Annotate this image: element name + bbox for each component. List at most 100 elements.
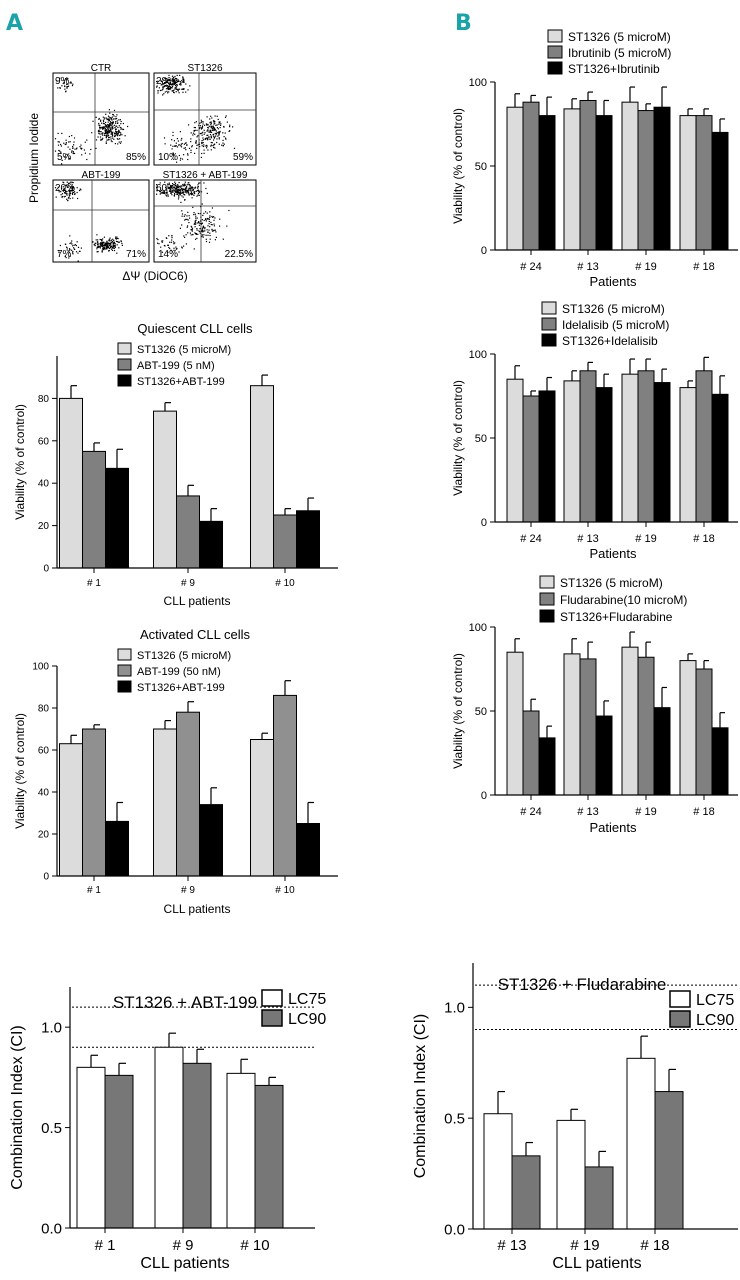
chart-activated: Activated CLL cells # 1 # 9 # 10 0 20 40 60 80 10… xyxy=(13,627,338,916)
chart-ci_flu: ST1326 + Fludarabine # 13 # 19 # 18 0.0 0.5 1.… xyxy=(412,963,738,1272)
y-tick-label: 1.0 xyxy=(41,1019,62,1036)
x-tick-label: # 13 xyxy=(577,533,598,545)
chart-title: ST1326 + Fludarabine xyxy=(498,975,667,994)
bar-ibrutinib-2-1 xyxy=(522,101,540,251)
bar-idelalisib-1-1 xyxy=(506,378,524,523)
bar-fludarabine-2-4 xyxy=(695,668,713,796)
bar-activated-1-3 xyxy=(250,739,274,877)
bar-fludarabine-2-1 xyxy=(522,710,540,796)
bar-ci_abt-2-3 xyxy=(254,1084,284,1229)
bar-fludarabine-1-4 xyxy=(679,660,697,796)
x-tick-label: # 13 xyxy=(577,806,598,818)
flow-plot-title: ST1326 xyxy=(187,63,222,74)
bar-fludarabine-2-3 xyxy=(637,656,655,796)
y-tick-label: 40 xyxy=(38,788,50,799)
legend-label: ST1326 (5 microM) xyxy=(560,576,663,590)
flow-quadrant-lower-left: 5% xyxy=(57,152,72,163)
bar-ci_abt-1-3 xyxy=(226,1072,256,1229)
legend-swatch xyxy=(117,342,132,355)
y-tick-label: 100 xyxy=(469,77,487,89)
y-tick-label: 100 xyxy=(469,349,487,361)
bar-idelalisib-2-1 xyxy=(522,395,540,523)
x-axis-label: CLL patients xyxy=(164,902,231,916)
legend-label: Fludarabine(10 microM) xyxy=(560,593,687,607)
legend-swatch xyxy=(547,29,563,43)
bar-ibrutinib-1-1 xyxy=(506,106,524,251)
bar-quiescent-2-2 xyxy=(176,495,200,569)
bar-idelalisib-2-2 xyxy=(579,370,597,523)
chart-title: Activated CLL cells xyxy=(140,627,251,642)
chart-idelalisib: # 24 # 13 # 19 # 18 0 50 100 Patients Viability … xyxy=(451,301,738,561)
flow-plot-3: ABT-199 20% 7% 71% xyxy=(52,170,150,263)
chart-fludarabine: # 24 # 13 # 19 # 18 0 50 100 Patients Viability … xyxy=(451,575,738,835)
legend-label: ST1326+Ibrutinib xyxy=(568,62,660,76)
y-axis-label: Viability (% of control) xyxy=(13,713,27,829)
legend-swatch xyxy=(541,333,557,347)
bar-fludarabine-3-1 xyxy=(538,737,556,796)
y-tick-label: 0 xyxy=(481,245,487,257)
legend-label: ABT-199 (50 nM) xyxy=(137,666,221,678)
y-tick-label: 60 xyxy=(38,436,50,447)
flow-quadrant-upper-left: 60% xyxy=(156,183,176,194)
flow-quadrant-lower-right: 59% xyxy=(233,152,253,163)
bar-ibrutinib-1-4 xyxy=(679,115,697,251)
flow-quadrant-lower-left: 10% xyxy=(158,152,178,163)
x-axis-label: Patients xyxy=(590,820,637,835)
flow-quadrant-lower-right: 71% xyxy=(126,249,146,260)
bar-ibrutinib-1-3 xyxy=(621,101,639,251)
legend-label: ST1326+ABT-199 xyxy=(137,682,225,694)
bar-quiescent-3-1 xyxy=(105,467,129,569)
y-tick-label: 20 xyxy=(38,521,50,532)
y-axis-label: Viability (% of control) xyxy=(451,380,465,496)
bar-activated-3-2 xyxy=(199,804,223,877)
bar-fludarabine-3-3 xyxy=(653,707,671,796)
flow-quadrant-lower-left: 14% xyxy=(158,249,178,260)
bar-ibrutinib-2-2 xyxy=(579,99,597,251)
legend-swatch xyxy=(261,989,283,1007)
y-tick-label: 20 xyxy=(38,830,50,841)
x-tick-label: # 18 xyxy=(693,533,714,545)
bar-ibrutinib-2-4 xyxy=(695,115,713,251)
y-tick-label: 80 xyxy=(38,704,50,715)
y-tick-label: 0.0 xyxy=(41,1220,62,1237)
bar-activated-1-2 xyxy=(153,728,177,877)
x-tick-label: # 19 xyxy=(635,261,656,273)
x-axis-label: CLL patients xyxy=(552,1255,641,1272)
legend-swatch xyxy=(117,648,132,661)
bar-fludarabine-2-2 xyxy=(579,658,597,796)
y-axis-label: Viability (% of control) xyxy=(13,404,27,520)
bar-fludarabine-3-4 xyxy=(711,727,729,796)
bar-quiescent-2-3 xyxy=(273,514,297,569)
x-tick-label: # 1 xyxy=(87,885,101,896)
bar-ibrutinib-3-3 xyxy=(653,106,671,251)
flow-dots xyxy=(156,181,230,253)
legend-swatch xyxy=(541,317,557,331)
legend-label: LC75 xyxy=(696,992,734,1009)
bar-ci_abt-2-1 xyxy=(104,1074,134,1229)
y-tick-label: 1.0 xyxy=(444,1000,465,1017)
x-axis-label: CLL patients xyxy=(140,1255,229,1272)
legend-label: LC90 xyxy=(288,1011,326,1028)
legend-swatch xyxy=(541,301,557,315)
bar-ci_flu-1-2 xyxy=(556,1119,586,1230)
x-tick-label: # 10 xyxy=(275,578,295,589)
bar-ibrutinib-3-2 xyxy=(595,115,613,251)
legend-swatch xyxy=(669,990,691,1008)
x-tick-label: # 18 xyxy=(640,1237,669,1254)
flow-plot-title: ST1326 + ABT-199 xyxy=(163,170,248,181)
legend-label: ST1326 (5 microM) xyxy=(562,302,665,316)
y-tick-label: 0.0 xyxy=(444,1221,465,1238)
y-tick-label: 40 xyxy=(38,479,50,490)
bar-ibrutinib-2-3 xyxy=(637,110,655,251)
bar-quiescent-1-2 xyxy=(153,410,177,569)
legend-label: LC90 xyxy=(696,1012,734,1029)
bar-fludarabine-1-2 xyxy=(563,653,581,796)
bar-ci_flu-2-1 xyxy=(511,1155,541,1230)
flow-dots xyxy=(54,77,129,165)
bar-charts: Quiescent CLL cells# 1 # 9 # 10020406080CL… xyxy=(9,29,738,1272)
y-tick-label: 0 xyxy=(43,872,49,883)
bar-idelalisib-3-3 xyxy=(653,382,671,523)
flow-plot-4: ST1326 + ABT-199 60% 14% 22.5% xyxy=(153,170,257,263)
legend-swatch xyxy=(117,374,132,387)
flow-quadrant-lower-right: 22.5% xyxy=(225,249,253,260)
